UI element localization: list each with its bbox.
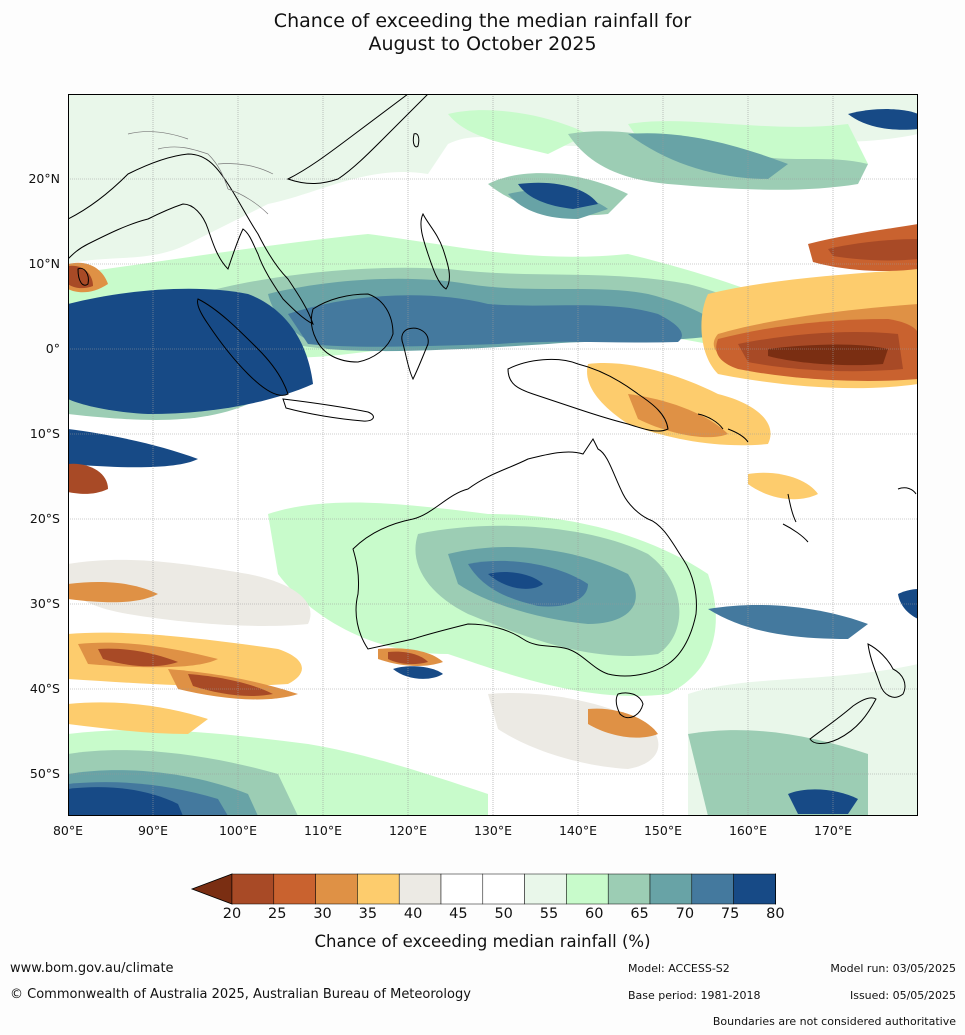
- rainfall-fields: [68, 94, 918, 816]
- sri-lanka-coastline: [77, 267, 89, 286]
- fiji-islands: [897, 487, 917, 495]
- lon-label-100e: 100°E: [218, 823, 257, 838]
- colorbar-cell: [649, 873, 693, 905]
- solomon-islands: [697, 413, 749, 443]
- colorbar-tick-label: 45: [449, 906, 468, 922]
- colorbar-cell: [273, 873, 316, 905]
- java-coastline: [282, 398, 374, 422]
- colorbar-cell: [357, 873, 400, 905]
- vanuatu-islands: [787, 493, 797, 523]
- rainfall-map: [68, 94, 918, 816]
- lon-label-170e: 170°E: [813, 823, 852, 838]
- colorbar-cell: [315, 873, 358, 905]
- colorbar-cell: [524, 873, 567, 905]
- colorbar-tick-label: 20: [222, 906, 242, 922]
- map-svg: [68, 94, 918, 816]
- lat-label-10n: 10°N: [28, 256, 60, 271]
- lon-label-140e: 140°E: [558, 823, 597, 838]
- colorbar-cell: [566, 873, 609, 905]
- colorbar-tick-label: 65: [630, 906, 649, 922]
- sulawesi-coastline: [401, 327, 429, 381]
- lon-label-130e: 130°E: [473, 823, 512, 838]
- colorbar-svg: [190, 873, 817, 905]
- colorbar-tick-label: 40: [403, 906, 423, 922]
- map-gridlines: [68, 94, 918, 816]
- colorbar-cell: [691, 873, 734, 905]
- colorbar-tick-label: 75: [720, 906, 740, 922]
- model-name: Model: ACCESS-S2: [628, 962, 730, 975]
- australia-coastline: [352, 438, 697, 677]
- colorbar-extend-low: [190, 873, 233, 905]
- base-period: Base period: 1981-2018: [628, 989, 761, 1002]
- lat-label-10s: 10°S: [29, 426, 60, 441]
- boundaries-disclaimer: Boundaries are not considered authoritat…: [712, 1015, 956, 1028]
- new-guinea-coastline: [507, 359, 669, 432]
- china-coastline: [286, 94, 429, 184]
- colorbar-title: Chance of exceeding median rainfall (%): [314, 932, 651, 951]
- new-zealand-south-island: [809, 697, 877, 744]
- title-line-2: August to October 2025: [368, 33, 597, 55]
- colorbar-tick-label: 60: [585, 906, 604, 922]
- title-line-1: Chance of exceeding the median rainfall …: [273, 10, 692, 32]
- lat-label-20s: 20°S: [29, 511, 60, 526]
- colorbar-extend-high: [775, 873, 817, 905]
- colorbar-tick-label: 25: [268, 906, 287, 922]
- lon-label-80e: 80°E: [52, 823, 84, 838]
- chart-title: Chance of exceeding the median rainfall …: [0, 10, 965, 56]
- lon-label-110e: 110°E: [303, 823, 342, 838]
- colorbar-cell: [231, 873, 275, 905]
- lon-label-150e: 150°E: [643, 823, 682, 838]
- lon-label-160e: 160°E: [728, 823, 767, 838]
- country-borders: [127, 131, 274, 215]
- colorbar-tick-label: 30: [313, 906, 332, 922]
- taiwan-coastline: [412, 133, 420, 148]
- colorbar-cell: [398, 873, 442, 905]
- lon-label-90e: 90°E: [137, 823, 169, 838]
- colorbar-tick-label: 80: [766, 906, 785, 922]
- colorbar-cell: [440, 873, 484, 905]
- colorbar-cell: [482, 873, 525, 905]
- issued-date: Issued: 05/05/2025: [849, 989, 956, 1002]
- lat-label-20n: 20°N: [28, 171, 60, 186]
- colorbar-cells: [190, 873, 817, 905]
- copyright-text: © Commonwealth of Australia 2025, Austra…: [10, 987, 471, 1002]
- colorbar-tick-label: 70: [675, 906, 695, 922]
- lon-label-120e: 120°E: [388, 823, 427, 838]
- website-link[interactable]: www.bom.gov.au/climate: [10, 961, 174, 976]
- colorbar-tick-label: 50: [494, 906, 513, 922]
- new-caledonia: [782, 523, 809, 543]
- lat-label-0: 0°: [45, 341, 60, 356]
- lat-label-30s: 30°S: [29, 596, 60, 611]
- asia-coastline: [68, 153, 314, 325]
- colorbar-tick-label: 35: [358, 906, 378, 922]
- colorbar-cell: [733, 873, 776, 905]
- coastlines: [68, 94, 917, 744]
- lat-label-50s: 50°S: [29, 766, 60, 781]
- colorbar-tick-label: 55: [539, 906, 559, 922]
- new-zealand-north-island: [867, 643, 906, 698]
- model-run-date: Model run: 03/05/2025: [830, 962, 956, 975]
- philippines-coastline: [420, 212, 450, 290]
- colorbar: [190, 872, 817, 910]
- sumatra-coastline: [197, 298, 289, 396]
- lat-label-40s: 40°S: [29, 681, 60, 696]
- borneo-coastline: [310, 293, 394, 363]
- colorbar-cell: [607, 873, 651, 905]
- tasmania-coastline: [615, 692, 644, 719]
